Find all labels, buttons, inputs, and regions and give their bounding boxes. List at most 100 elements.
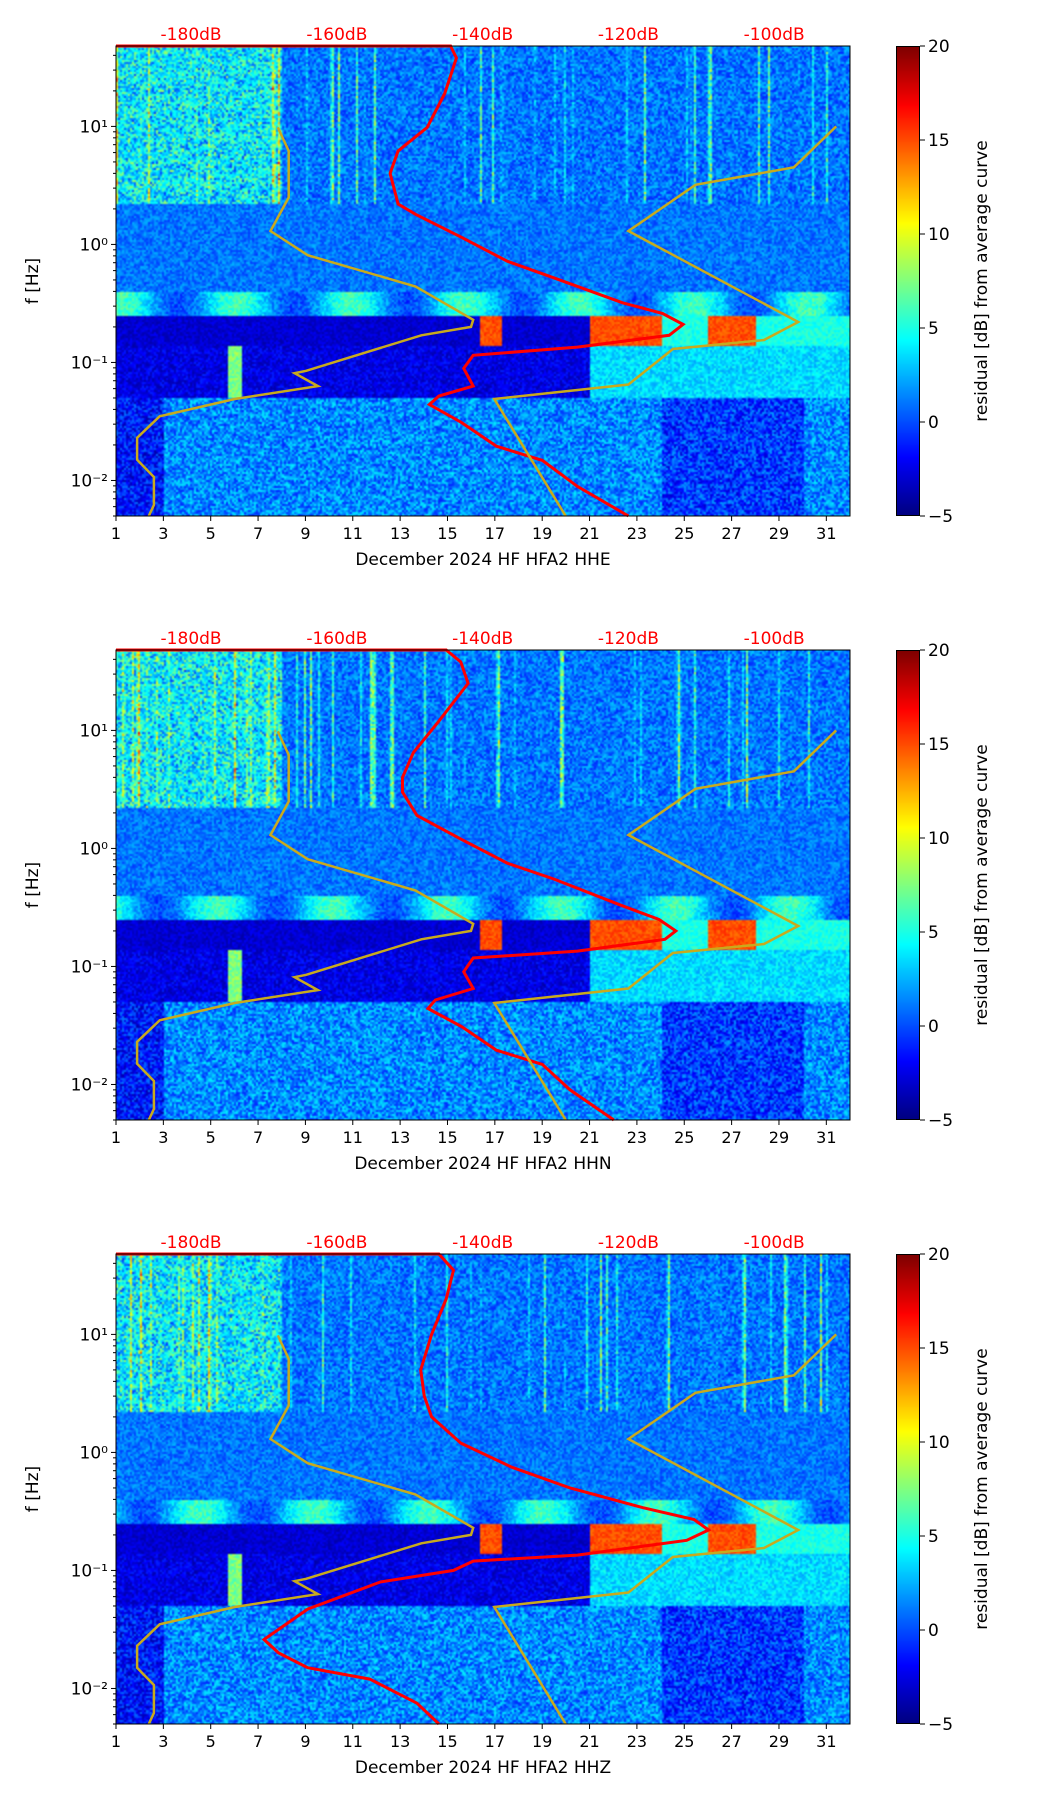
- nlnm-curve: [135, 1334, 475, 1725]
- x-tick-label: 5: [206, 1128, 216, 1147]
- x-tick-label: 21: [579, 1128, 599, 1147]
- colorbar-tick-label: 5: [928, 1527, 939, 1547]
- top-db-label: -100dB: [744, 25, 805, 45]
- x-tick-label: 23: [627, 524, 647, 543]
- x-tick-label: 1: [111, 1732, 121, 1751]
- y-tick-label: 10¹: [80, 1325, 108, 1345]
- x-tick-label: 1: [111, 1128, 121, 1147]
- x-tick-label: 25: [674, 1128, 694, 1147]
- top-db-label: -160dB: [306, 629, 367, 649]
- nhnm-curve: [492, 125, 838, 517]
- x-tick-label: 9: [300, 524, 310, 543]
- colorbar-tick-label: 20: [928, 641, 950, 661]
- x-tick-label: 13: [390, 524, 410, 543]
- top-db-label: -100dB: [744, 1233, 805, 1253]
- y-tick-label: 10⁻²: [71, 1679, 108, 1699]
- colorbar-tick-label: 5: [928, 319, 939, 339]
- x-tick-label: 13: [390, 1732, 410, 1751]
- psd-average-curve: [116, 1252, 712, 1726]
- x-tick-label: 25: [674, 1732, 694, 1751]
- colorbar: [896, 650, 920, 1120]
- x-tick-label: 31: [816, 1128, 836, 1147]
- x-tick-label: 25: [674, 524, 694, 543]
- y-axis-label: f [Hz]: [23, 258, 43, 304]
- x-tick-label: 9: [300, 1732, 310, 1751]
- top-db-label: -140dB: [452, 1233, 513, 1253]
- x-tick-label: 17: [485, 1732, 505, 1751]
- y-tick-label: 10⁻¹: [71, 353, 108, 373]
- y-tick-label: 10¹: [80, 117, 108, 137]
- y-axis-label: f [Hz]: [23, 862, 43, 908]
- x-tick-label: 1: [111, 524, 121, 543]
- x-tick-label: 31: [816, 524, 836, 543]
- x-tick-label: 27: [721, 1128, 741, 1147]
- nhnm-curve: [492, 729, 838, 1121]
- plot-frame: [115, 649, 851, 1121]
- x-tick-label: 21: [579, 1732, 599, 1751]
- x-tick-label: 11: [343, 524, 363, 543]
- y-tick-label: 10⁻²: [71, 471, 108, 491]
- x-axis-label: December 2024 HF HFA2 HHE: [355, 550, 610, 570]
- x-tick-label: 7: [253, 524, 263, 543]
- colorbar-tick-label: 15: [928, 735, 950, 755]
- colorbar-tick-label: 15: [928, 1339, 950, 1359]
- x-axis-label: December 2024 HF HFA2 HHN: [354, 1154, 611, 1174]
- x-tick-label: 23: [627, 1732, 647, 1751]
- x-tick-label: 21: [579, 524, 599, 543]
- colorbar-tick-label: −5: [928, 1111, 953, 1131]
- plot-frame: [115, 45, 851, 517]
- colorbar-tick-label: −5: [928, 1715, 953, 1735]
- y-axis-label: f [Hz]: [23, 1466, 43, 1512]
- colorbar-label: residual [dB] from average curve: [972, 140, 992, 421]
- colorbar-tick-label: 20: [928, 1245, 950, 1265]
- y-tick-label: 10⁰: [80, 235, 109, 255]
- x-tick-label: 3: [158, 1128, 168, 1147]
- colorbar-label: residual [dB] from average curve: [972, 1348, 992, 1629]
- x-tick-label: 17: [485, 1128, 505, 1147]
- x-tick-label: 29: [769, 524, 789, 543]
- plot-axes: 1 3 5 7 9 11 13 15 17 19 21 23 25 27 29 3110¹10⁰10⁻¹10⁻…: [23, 629, 992, 1174]
- top-db-label: -120dB: [598, 25, 659, 45]
- colorbar-tick-label: 0: [928, 1621, 939, 1641]
- top-db-label: -180dB: [161, 629, 222, 649]
- plot-axes: 1 3 5 7 9 11 13 15 17 19 21 23 25 27 29 3110¹10⁰10⁻¹10⁻…: [23, 1233, 992, 1778]
- x-tick-label: 27: [721, 1732, 741, 1751]
- x-axis-label: December 2024 HF HFA2 HHZ: [355, 1758, 611, 1778]
- x-tick-label: 19: [532, 524, 552, 543]
- x-tick-label: 7: [253, 1128, 263, 1147]
- colorbar-label: residual [dB] from average curve: [972, 744, 992, 1025]
- colorbar-tick-label: 15: [928, 131, 950, 151]
- x-tick-label: 29: [769, 1128, 789, 1147]
- colorbar-tick-label: −5: [928, 507, 953, 527]
- x-tick-label: 9: [300, 1128, 310, 1147]
- y-tick-label: 10⁻¹: [71, 957, 108, 977]
- psd-average-curve: [116, 44, 686, 518]
- x-tick-label: 19: [532, 1732, 552, 1751]
- top-db-label: -140dB: [452, 25, 513, 45]
- x-tick-label: 13: [390, 1128, 410, 1147]
- top-db-label: -160dB: [306, 25, 367, 45]
- top-db-label: -160dB: [306, 1233, 367, 1253]
- spectrogram-panel-3: 1 3 5 7 9 11 13 15 17 19 21 23 25 27 29 31 10¹ 10⁰ 10⁻¹ 10⁻…: [0, 1208, 1052, 1812]
- top-db-label: -140dB: [452, 629, 513, 649]
- top-db-label: -120dB: [598, 629, 659, 649]
- x-tick-label: 3: [158, 1732, 168, 1751]
- x-tick-label: 29: [769, 1732, 789, 1751]
- x-tick-label: 15: [437, 1128, 457, 1147]
- colorbar-tick-label: 0: [928, 413, 939, 433]
- plot-frame: [115, 1253, 851, 1725]
- colorbar: [896, 46, 920, 516]
- x-tick-label: 11: [343, 1128, 363, 1147]
- x-tick-label: 3: [158, 524, 168, 543]
- colorbar-tick-label: 10: [928, 1433, 950, 1453]
- colorbar-tick-label: 5: [928, 923, 939, 943]
- x-tick-label: 27: [721, 524, 741, 543]
- colorbar-tick-label: 20: [928, 37, 950, 57]
- colorbar: [896, 1254, 920, 1724]
- y-tick-label: 10⁰: [80, 1443, 109, 1463]
- x-tick-label: 19: [532, 1128, 552, 1147]
- x-tick-label: 5: [206, 524, 216, 543]
- top-db-label: -100dB: [744, 629, 805, 649]
- y-tick-label: 10⁻¹: [71, 1561, 108, 1581]
- x-tick-label: 11: [343, 1732, 363, 1751]
